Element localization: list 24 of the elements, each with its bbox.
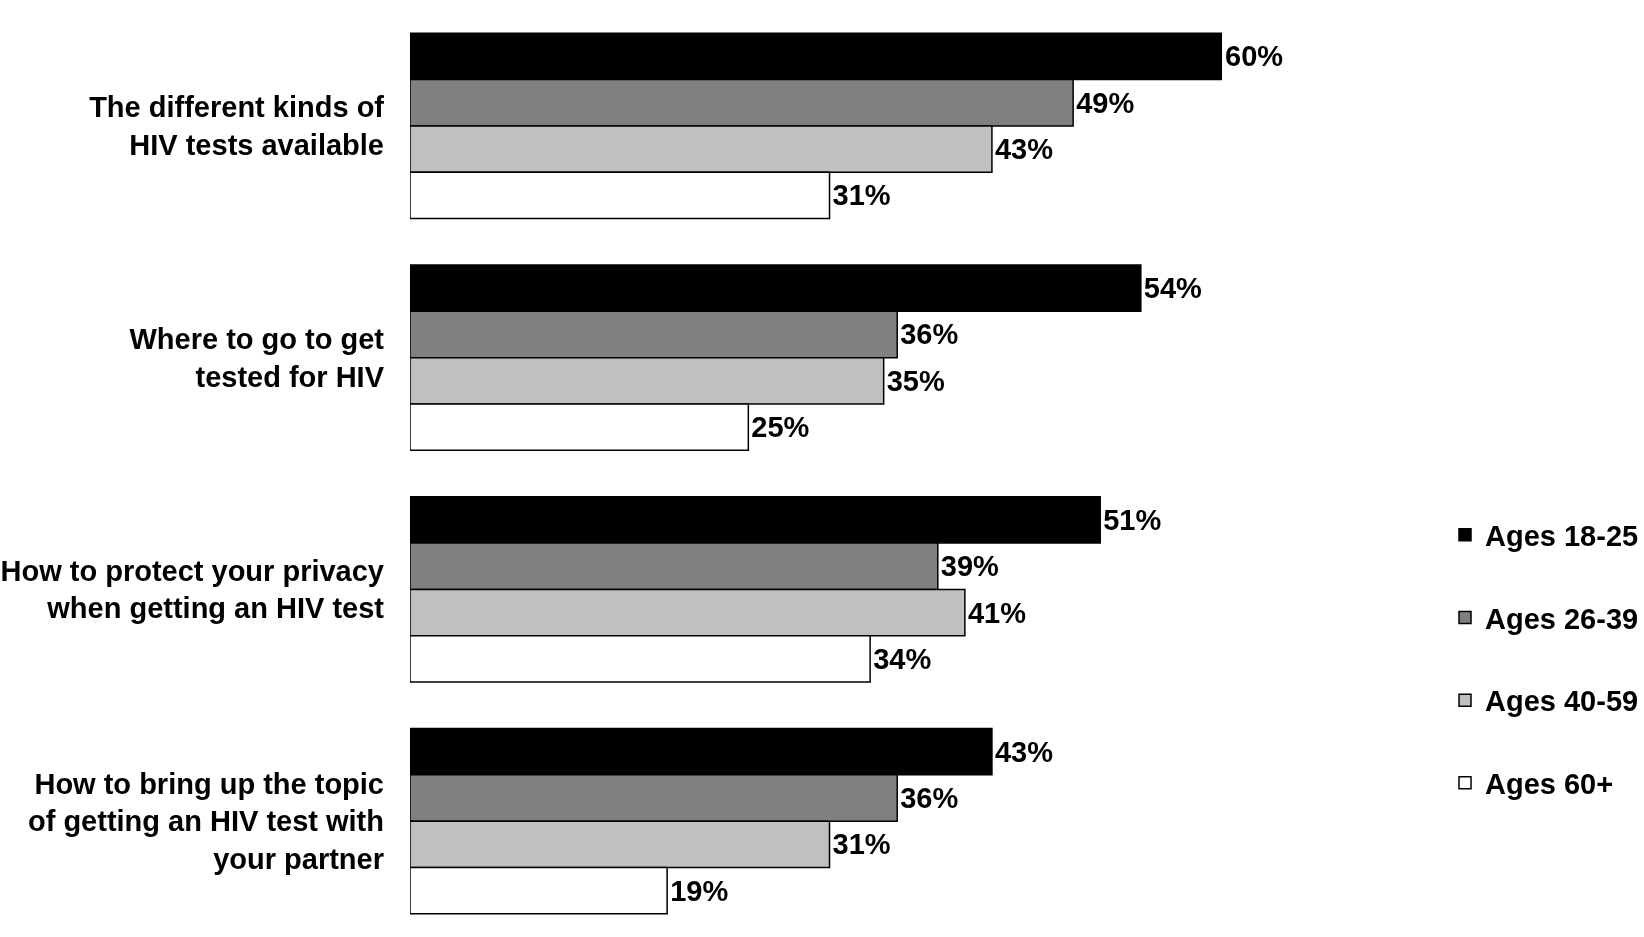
data-label: 25% bbox=[751, 411, 810, 444]
data-label: 51% bbox=[1103, 503, 1162, 536]
data-label: 19% bbox=[670, 874, 729, 907]
data-label: 43% bbox=[994, 133, 1054, 166]
data-label: 49% bbox=[1076, 86, 1135, 119]
data-label: 39% bbox=[940, 550, 1000, 583]
legend-label: Ages 18-25 bbox=[1485, 520, 1639, 553]
data-label: 60% bbox=[1225, 40, 1284, 73]
legend-label: Ages 26-39 bbox=[1485, 602, 1639, 635]
y-tick-label: How to bring up the topic of getting an HIV test with your partner bbox=[27, 767, 384, 875]
data-label: 31% bbox=[832, 828, 891, 861]
y-tick-label: How to protect your privacy when getting an HIV test bbox=[0, 554, 385, 625]
data-label: 36% bbox=[900, 318, 959, 351]
data-label: 43% bbox=[994, 735, 1054, 768]
y-tick-label: Where to go to get tested for HIV bbox=[129, 322, 385, 393]
data-label: 35% bbox=[886, 364, 945, 397]
data-label: 31% bbox=[832, 179, 891, 212]
legend-label: Ages 40-59 bbox=[1485, 685, 1639, 718]
data-label: 34% bbox=[873, 642, 932, 675]
data-label: 54% bbox=[1143, 272, 1203, 305]
y-tick-label: The different kinds of HIV tests available bbox=[89, 91, 385, 161]
data-label: 36% bbox=[900, 781, 959, 814]
legend-label: Ages 60+ bbox=[1485, 768, 1614, 801]
data-label: 41% bbox=[967, 596, 1027, 629]
